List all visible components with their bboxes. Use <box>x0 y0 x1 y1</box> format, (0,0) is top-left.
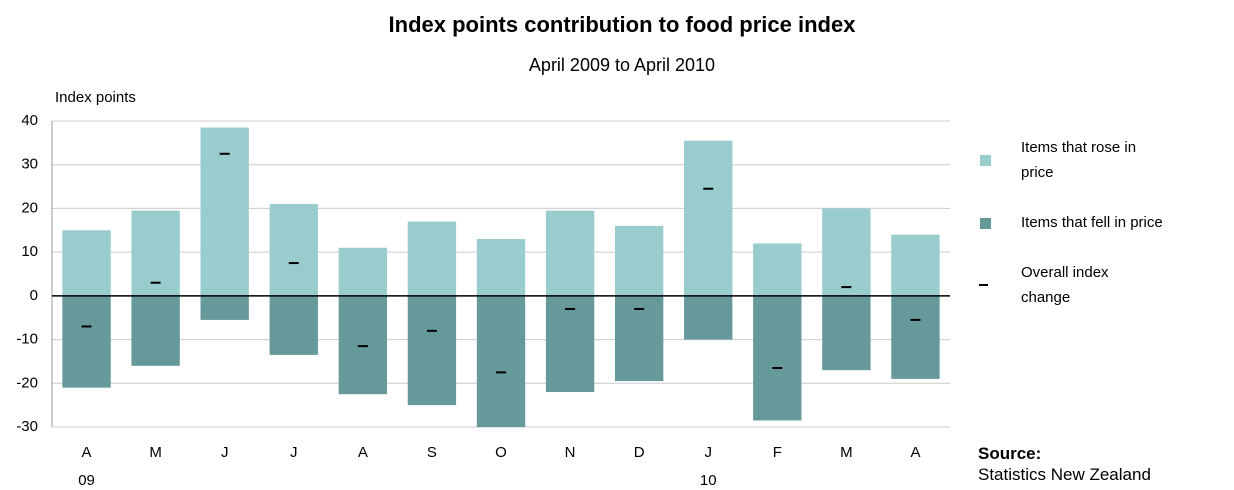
x-tick-label: A <box>82 444 92 461</box>
x-tick-label: M <box>840 444 853 461</box>
legend-entry: Overall index change <box>975 260 1161 310</box>
bar <box>753 243 802 296</box>
source-label: Source: <box>978 444 1042 463</box>
chart-subtitle: April 2009 to April 2010 <box>529 55 715 75</box>
y-axis-label: Index points <box>55 89 136 106</box>
bar <box>891 295 940 379</box>
y-tick-label: 30 <box>21 156 38 173</box>
x-tick-label: A <box>910 444 920 461</box>
bar <box>476 295 526 427</box>
y-tick-label: -30 <box>16 418 38 435</box>
legend-label: Items that fell in price <box>1021 214 1163 231</box>
y-tick-label: -10 <box>16 331 38 348</box>
source-text: Statistics New Zealand <box>978 465 1151 484</box>
chart-title: Index points contribution to food price … <box>389 12 857 37</box>
x-tick-label: A <box>358 444 368 461</box>
bar <box>338 247 388 296</box>
y-tick-label: -20 <box>16 374 38 391</box>
x-tick-label: O <box>495 444 507 461</box>
bar <box>62 295 111 388</box>
y-tick-label: 10 <box>21 243 38 260</box>
x-tick-label: F <box>773 444 782 461</box>
x-tick-label: D <box>634 444 645 461</box>
bar <box>338 295 388 395</box>
bar <box>269 295 318 355</box>
y-tick-label: 40 <box>21 112 38 129</box>
bar <box>684 295 733 340</box>
bar <box>476 239 526 296</box>
bar <box>407 221 457 296</box>
x-year-label: 10 <box>700 472 717 489</box>
legend-entry: Items that fell in price <box>975 210 1171 235</box>
x-tick-label: J <box>704 444 712 461</box>
bar <box>200 295 249 320</box>
bar <box>545 295 595 393</box>
x-tick-label: J <box>290 444 298 461</box>
x-tick-label: M <box>149 444 162 461</box>
legend-label: Overall index change <box>1021 264 1109 306</box>
bar <box>200 127 249 296</box>
bar <box>407 295 457 406</box>
x-year-label: 09 <box>78 472 95 489</box>
legend-swatch <box>980 155 991 166</box>
bar <box>822 208 871 296</box>
legend-swatch <box>979 284 988 286</box>
bar <box>684 140 733 296</box>
x-tick-label: S <box>427 444 437 461</box>
legend-label: Items that rose in price <box>1021 139 1137 181</box>
legend-entry: Items that rose in price <box>975 135 1171 185</box>
y-tick-label: 0 <box>30 287 38 304</box>
x-tick-label: N <box>565 444 576 461</box>
bar <box>614 225 664 296</box>
bar <box>131 295 180 366</box>
bar <box>545 210 595 296</box>
bar <box>131 210 180 296</box>
y-tick-label: 20 <box>21 199 38 216</box>
source: Source: Statistics New Zealand <box>978 443 1151 485</box>
bar <box>269 204 318 296</box>
bar <box>62 230 111 296</box>
bar <box>614 295 664 382</box>
legend-swatch <box>980 217 991 229</box>
legend: Items that rose in price Items that fell … <box>975 135 1171 335</box>
bar <box>822 295 871 371</box>
bar <box>891 234 940 296</box>
bar <box>753 295 802 421</box>
x-tick-label: J <box>221 444 229 461</box>
